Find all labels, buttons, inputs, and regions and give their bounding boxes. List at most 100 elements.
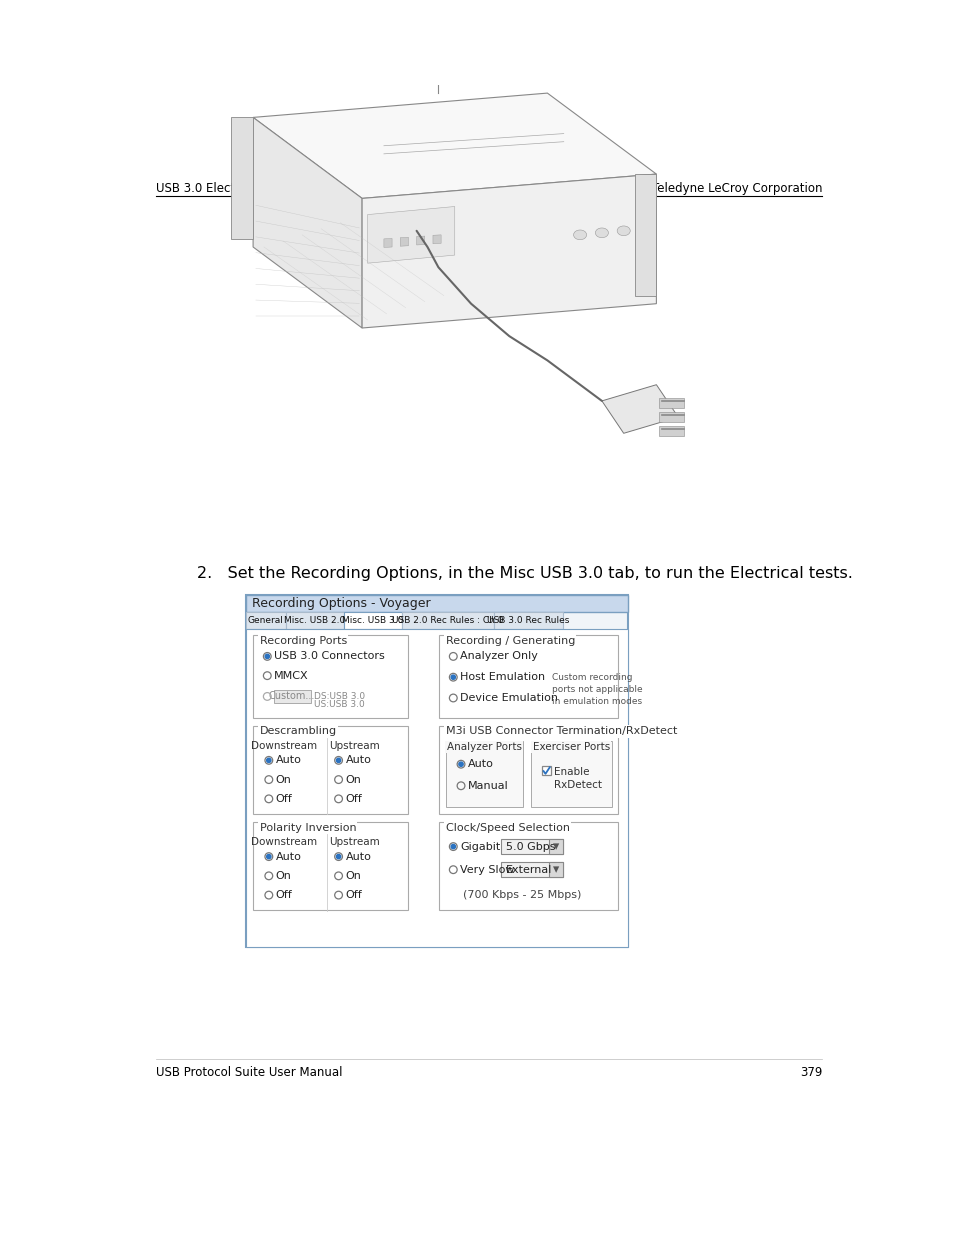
Text: Device Emulation: Device Emulation: [459, 693, 558, 703]
Text: USB Protocol Suite User Manual: USB Protocol Suite User Manual: [155, 1066, 342, 1078]
Text: On: On: [275, 774, 292, 784]
Polygon shape: [231, 117, 253, 238]
Bar: [445, 741, 522, 806]
Text: Host Emulation: Host Emulation: [459, 672, 545, 682]
Bar: [402, 611, 493, 629]
Bar: [344, 611, 402, 629]
Text: MMCX: MMCX: [274, 671, 309, 680]
Circle shape: [267, 758, 271, 762]
Text: Downstream: Downstream: [251, 741, 317, 751]
Text: Custom recording
ports not applicable
in emulation modes: Custom recording ports not applicable in…: [551, 673, 641, 706]
Circle shape: [458, 762, 463, 767]
Bar: [439, 635, 617, 718]
Circle shape: [265, 655, 269, 658]
Text: Misc. USB 2.0: Misc. USB 2.0: [284, 616, 345, 625]
Bar: [500, 839, 562, 855]
Bar: [253, 726, 408, 814]
Polygon shape: [367, 206, 455, 263]
Text: Custom...: Custom...: [269, 692, 314, 701]
Text: US:USB 3.0: US:USB 3.0: [314, 699, 364, 709]
Bar: [493, 611, 562, 629]
Text: Recording Ports: Recording Ports: [259, 636, 346, 646]
Bar: [245, 629, 627, 947]
Polygon shape: [416, 236, 424, 245]
Polygon shape: [253, 117, 362, 329]
Text: Recording / Generating: Recording / Generating: [445, 636, 575, 646]
Text: Polarity Inversion: Polarity Inversion: [259, 823, 355, 832]
Polygon shape: [433, 235, 440, 243]
Bar: [542, 766, 550, 774]
Polygon shape: [362, 174, 656, 329]
Bar: [253, 823, 408, 910]
Text: Descrambling: Descrambling: [259, 726, 336, 736]
Text: Off: Off: [275, 794, 293, 804]
Text: DS:USB 3.0: DS:USB 3.0: [314, 692, 364, 700]
Bar: [549, 839, 562, 855]
Polygon shape: [400, 237, 408, 246]
Polygon shape: [601, 384, 678, 433]
Text: Recording Options - Voyager: Recording Options - Voyager: [252, 597, 430, 610]
Bar: [530, 741, 612, 806]
Bar: [659, 398, 683, 408]
Text: Clock/Speed Selection: Clock/Speed Selection: [445, 823, 569, 832]
Text: On: On: [345, 774, 361, 784]
Circle shape: [595, 228, 608, 237]
Bar: [439, 823, 617, 910]
Text: Auto: Auto: [275, 756, 301, 766]
Text: USB 2.0 Rec Rules : Ch 0: USB 2.0 Rec Rules : Ch 0: [392, 616, 503, 625]
Text: Gigabit: Gigabit: [459, 841, 500, 852]
Text: On: On: [345, 871, 361, 881]
Text: Exerciser Ports: Exerciser Ports: [533, 742, 610, 752]
Text: Auto: Auto: [345, 756, 371, 766]
Bar: [286, 611, 344, 629]
Text: Auto: Auto: [275, 852, 301, 862]
Polygon shape: [383, 238, 392, 247]
Text: Off: Off: [345, 890, 362, 900]
Polygon shape: [253, 93, 656, 199]
Circle shape: [336, 758, 340, 762]
Circle shape: [451, 676, 455, 679]
Text: 5.0 Gbps: 5.0 Gbps: [505, 841, 555, 852]
Bar: [245, 595, 627, 947]
Bar: [659, 426, 683, 436]
Text: On: On: [275, 871, 292, 881]
Bar: [549, 862, 562, 877]
Bar: [439, 726, 617, 814]
Text: Upstream: Upstream: [329, 837, 379, 847]
Text: 2.   Set the Recording Options, in the Misc USB 3.0 tab, to run the Electrical t: 2. Set the Recording Options, in the Mis…: [196, 567, 852, 582]
Text: General: General: [248, 616, 283, 625]
Circle shape: [573, 230, 586, 240]
Polygon shape: [634, 174, 656, 295]
Circle shape: [451, 845, 455, 848]
Text: Auto: Auto: [345, 852, 371, 862]
Text: Manual: Manual: [468, 781, 508, 790]
Text: (700 Kbps - 25 Mbps): (700 Kbps - 25 Mbps): [462, 889, 580, 900]
Text: Auto: Auto: [468, 760, 494, 769]
Bar: [245, 611, 286, 629]
Text: Upstream: Upstream: [329, 741, 379, 751]
Circle shape: [617, 226, 630, 236]
Text: 379: 379: [799, 1066, 821, 1078]
Text: External: External: [505, 864, 552, 874]
FancyBboxPatch shape: [274, 689, 311, 704]
Circle shape: [267, 855, 271, 858]
Text: Teledyne LeCroy Corporation: Teledyne LeCroy Corporation: [651, 182, 821, 195]
Bar: [500, 862, 562, 877]
Text: Analyzer Only: Analyzer Only: [459, 651, 537, 662]
Text: Downstream: Downstream: [251, 837, 317, 847]
Text: USB 3.0 Connectors: USB 3.0 Connectors: [274, 651, 385, 662]
Text: ▾: ▾: [553, 840, 558, 853]
Bar: [659, 411, 683, 422]
Text: USB 3.0 Electrical Test Modes: USB 3.0 Electrical Test Modes: [155, 182, 329, 195]
Text: USB 3.0 Rec Rules: USB 3.0 Rec Rules: [487, 616, 569, 625]
Text: Very Slow: Very Slow: [459, 864, 515, 874]
Text: Off: Off: [345, 794, 362, 804]
Text: M3i USB Connector Termination/RxDetect: M3i USB Connector Termination/RxDetect: [445, 726, 677, 736]
Bar: [245, 595, 627, 611]
Bar: [253, 635, 408, 718]
Text: Misc. USB 3.0: Misc. USB 3.0: [342, 616, 403, 625]
Text: Analyzer Ports: Analyzer Ports: [446, 742, 521, 752]
Circle shape: [336, 855, 340, 858]
Text: Enable
RxDetect: Enable RxDetect: [554, 767, 601, 789]
Text: ▾: ▾: [553, 863, 558, 876]
